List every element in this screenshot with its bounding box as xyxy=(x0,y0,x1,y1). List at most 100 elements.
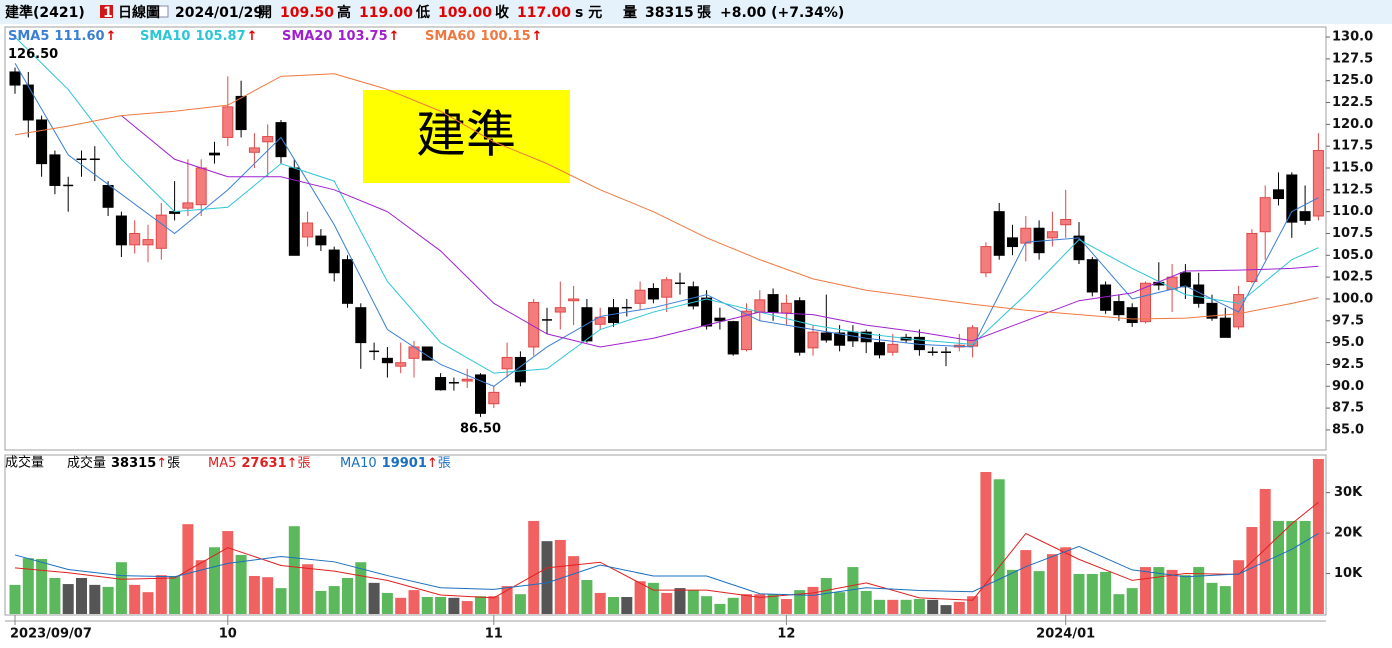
volume-bar xyxy=(807,586,819,614)
volume-bar xyxy=(262,577,274,614)
y-tick-label: 102.5 xyxy=(1332,270,1373,285)
label-box-text: 建準 xyxy=(416,106,516,164)
volume-bar xyxy=(913,599,925,614)
body xyxy=(182,202,194,209)
body xyxy=(395,362,407,367)
volume-bar xyxy=(1312,458,1324,614)
volume-bar xyxy=(953,601,965,614)
header-text: 109.50 xyxy=(280,5,334,21)
y-tick-label: 120.0 xyxy=(1332,117,1373,132)
volume-bar xyxy=(1033,571,1045,614)
volume-bar xyxy=(927,599,939,614)
legend-entry: SMA10 105.87↑ xyxy=(140,29,258,44)
badge xyxy=(100,5,113,18)
header-text: 2024/01/29 xyxy=(175,5,263,21)
body xyxy=(1086,259,1098,293)
body xyxy=(1179,272,1191,288)
volume-bar xyxy=(581,580,593,614)
body xyxy=(461,378,473,382)
body xyxy=(967,327,979,347)
volume-bar xyxy=(1086,573,1098,614)
y-tick-label: 125.0 xyxy=(1332,73,1373,88)
body xyxy=(355,307,367,344)
legend-name: SMA10 xyxy=(140,29,190,44)
body xyxy=(129,232,141,246)
body xyxy=(874,342,885,356)
body xyxy=(315,235,327,246)
legend-arrow: ↑ xyxy=(247,29,258,44)
header-text: 張 xyxy=(697,5,712,21)
volume-bar xyxy=(368,582,380,614)
volume-bar xyxy=(448,597,460,614)
body xyxy=(634,289,646,304)
body xyxy=(115,215,127,246)
volume-bar xyxy=(315,590,327,614)
checkbox[interactable] xyxy=(156,5,169,18)
volume-bar xyxy=(288,526,300,614)
volume-bar xyxy=(1020,550,1032,614)
volume-bar xyxy=(754,594,766,614)
body xyxy=(435,377,447,391)
volume-bar xyxy=(129,584,141,614)
legend-entry: MA5 27631↑張 xyxy=(208,456,311,471)
y-tick-label: 85.0 xyxy=(1332,422,1364,437)
volume-bar xyxy=(674,588,686,614)
volume-bar xyxy=(209,547,220,614)
volume-bar xyxy=(1140,567,1151,614)
volume-bar xyxy=(1273,520,1284,614)
volume-bar xyxy=(1259,488,1271,614)
legend-name: SMA20 xyxy=(282,29,332,44)
volume-bar xyxy=(142,592,154,614)
volume-bar xyxy=(541,541,553,614)
body xyxy=(9,71,21,86)
y-tick-label: 95.0 xyxy=(1332,335,1364,350)
sma-line xyxy=(14,62,1319,387)
volume-bar xyxy=(993,479,1005,614)
volume-bar xyxy=(900,599,912,614)
header-text: s 元 xyxy=(575,5,602,21)
body xyxy=(209,152,220,156)
y-tick-label: 115.0 xyxy=(1332,161,1373,176)
body xyxy=(222,106,234,138)
body xyxy=(102,184,114,208)
volume-bar xyxy=(475,596,486,614)
body xyxy=(993,211,1005,256)
y-tick-label: 100.0 xyxy=(1332,291,1373,306)
body xyxy=(1286,174,1298,223)
body xyxy=(767,294,779,313)
price-panel xyxy=(4,26,1327,451)
volume-bar xyxy=(940,605,952,614)
volume-bar xyxy=(461,601,473,614)
y-tick-label: 122.5 xyxy=(1332,95,1373,110)
volume-bar xyxy=(49,577,61,614)
y-tick-label: 20K xyxy=(1334,526,1363,541)
volume-bar xyxy=(1126,588,1138,614)
volume-bar xyxy=(528,520,540,614)
volume-bar xyxy=(701,596,713,614)
x-tick-label: 10 xyxy=(219,627,237,642)
volume-bar xyxy=(248,575,260,614)
legend-name: MA5 xyxy=(208,456,236,471)
x-tick-label: 2024/01 xyxy=(1036,627,1095,642)
volume-bar xyxy=(395,597,407,614)
legend-arrow: ↑ xyxy=(389,29,400,44)
body xyxy=(661,279,673,298)
body xyxy=(1299,211,1311,221)
body xyxy=(1007,237,1018,248)
legend-arrow: ↑ xyxy=(156,456,167,471)
legend-value: 111.60 xyxy=(54,29,104,44)
volume-bar xyxy=(421,597,433,614)
body xyxy=(754,299,766,313)
volume-bar xyxy=(355,562,367,614)
header-bar xyxy=(0,0,1392,24)
volume-bar xyxy=(435,597,447,614)
volume-bar xyxy=(1166,569,1178,614)
body xyxy=(1312,150,1324,217)
volume-bar xyxy=(834,592,846,614)
body xyxy=(528,301,540,348)
y-tick-label: 30K xyxy=(1334,485,1363,500)
body xyxy=(701,297,713,327)
y-tick-label: 110.0 xyxy=(1332,204,1373,219)
legend-value: 100.15 xyxy=(480,29,530,44)
